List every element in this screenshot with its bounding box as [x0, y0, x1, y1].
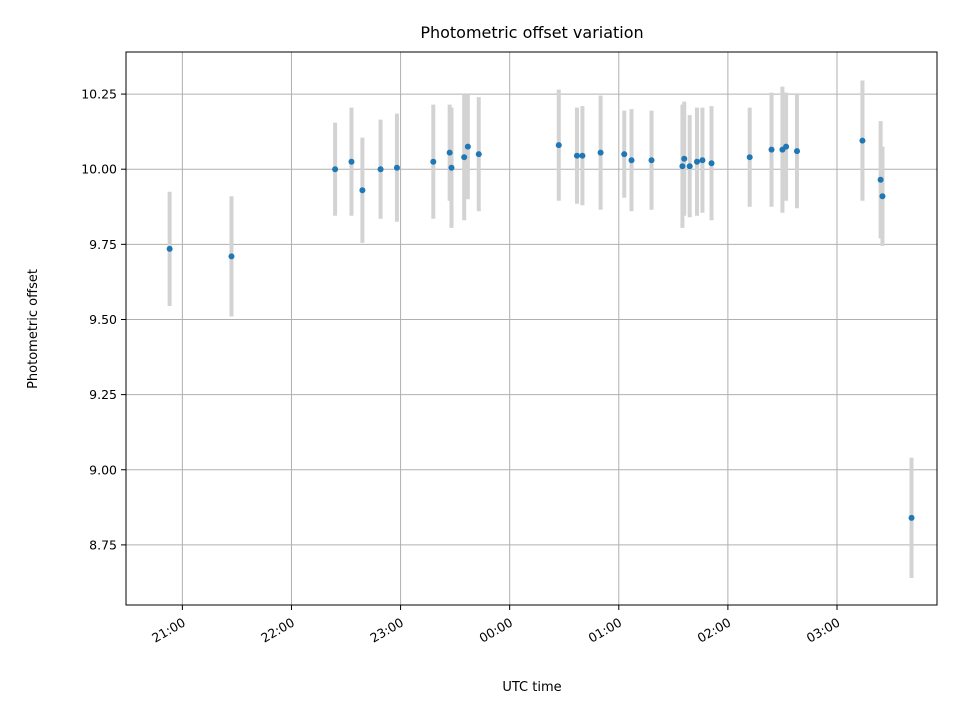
x-tick-label: 21:00	[149, 615, 188, 646]
data-point	[693, 158, 700, 165]
data-point	[648, 157, 655, 164]
data-point	[746, 154, 753, 161]
x-axis-ticks: 21:00 22:00 23:00 00:00 01:00 02:00 03:00	[149, 605, 843, 646]
y-axis-label: Photometric offset	[26, 269, 41, 389]
data-point	[359, 187, 366, 194]
y-tick-label: 9.00	[89, 462, 117, 477]
y-tick-label: 8.75	[89, 537, 117, 552]
x-tick-label: 03:00	[804, 615, 843, 646]
data-point	[783, 143, 790, 150]
data-point	[448, 164, 455, 171]
data-point	[573, 152, 580, 159]
data-point	[621, 151, 628, 158]
data-point	[430, 158, 437, 165]
x-tick-label: 00:00	[476, 615, 515, 646]
data-point	[579, 152, 586, 159]
data-point	[768, 146, 775, 153]
data-point	[628, 157, 635, 164]
y-tick-label: 9.50	[89, 312, 117, 327]
data-point	[908, 514, 915, 521]
data-point	[475, 151, 482, 158]
data-point	[464, 143, 471, 150]
errorbars	[167, 80, 914, 578]
data-point	[686, 163, 693, 170]
y-tick-label: 9.75	[89, 237, 117, 252]
data-point	[879, 193, 886, 200]
data-points	[166, 137, 915, 521]
x-tick-label: 22:00	[258, 615, 297, 646]
y-tick-label: 10.25	[81, 87, 117, 102]
data-point	[555, 142, 562, 149]
data-point	[348, 158, 355, 165]
data-point	[166, 245, 173, 252]
data-point	[377, 166, 384, 173]
data-point	[332, 166, 339, 173]
data-point	[597, 149, 604, 156]
x-tick-label: 01:00	[586, 615, 625, 646]
y-tick-label: 9.25	[89, 387, 117, 402]
data-point	[708, 160, 715, 167]
data-point	[461, 154, 468, 161]
y-tick-label: 10.00	[81, 162, 117, 177]
data-point	[679, 163, 686, 170]
data-point	[446, 149, 453, 156]
x-tick-label: 23:00	[367, 615, 406, 646]
chart-title: Photometric offset variation	[420, 23, 643, 42]
x-axis-label: UTC time	[502, 680, 561, 695]
y-axis-ticks: 8.75 9.00 9.25 9.50 9.75 10.00 10.25	[81, 87, 126, 552]
plot-frame	[125, 51, 938, 606]
data-point	[859, 137, 866, 144]
data-point	[699, 157, 706, 164]
data-point	[393, 164, 400, 171]
grid	[126, 52, 937, 605]
data-point	[793, 148, 800, 155]
data-point	[877, 176, 884, 183]
data-point	[681, 155, 688, 162]
x-tick-label: 02:00	[695, 615, 734, 646]
data-point	[228, 253, 235, 260]
